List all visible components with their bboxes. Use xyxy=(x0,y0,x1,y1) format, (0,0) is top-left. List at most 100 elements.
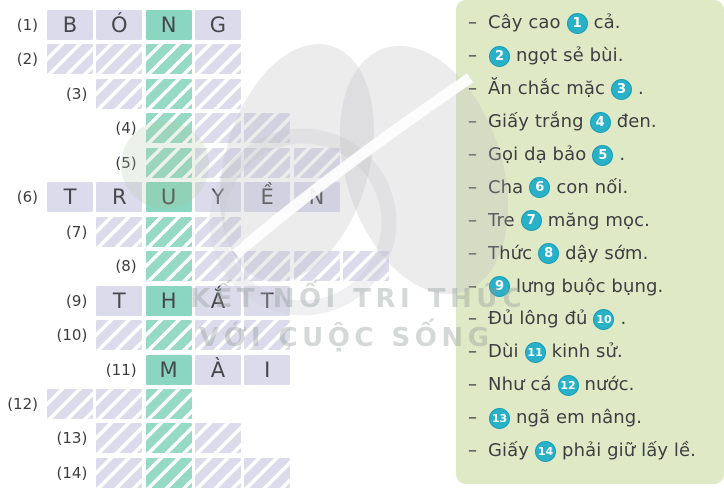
clue-text-pre: Cha xyxy=(488,176,524,198)
grid-cell[interactable] xyxy=(194,320,241,351)
row-label: (13) xyxy=(56,429,88,448)
clue-item: – Giấy 14 phải giữ lấy lề. xyxy=(456,435,724,468)
grid-cell-letter: N xyxy=(160,13,177,37)
clues-panel: – Cây cao 1 cả. –2 ngọt sẻ bùi. – Ăn chắc mặc 3.… xyxy=(456,0,724,484)
clue-number-badge: 11 xyxy=(524,341,546,363)
grid-cell[interactable] xyxy=(145,423,192,454)
clue-text-post: . xyxy=(637,78,644,100)
grid-cell[interactable] xyxy=(145,78,192,109)
grid-cell[interactable]: Ó xyxy=(96,10,143,40)
clue-item: –13 ngã em nâng. xyxy=(456,402,724,435)
grid-cell-letter: U xyxy=(160,185,177,210)
grid-cell[interactable] xyxy=(145,113,192,144)
grid-cell[interactable] xyxy=(244,113,291,144)
grid-cell[interactable]: Y xyxy=(194,182,241,213)
grid-cell[interactable] xyxy=(194,147,241,178)
clue-number-badge: 3 xyxy=(610,78,632,100)
grid-cell[interactable]: H xyxy=(145,285,192,316)
grid-cell[interactable] xyxy=(145,44,192,75)
grid-cell[interactable]: Ề xyxy=(244,182,291,213)
grid-cell[interactable] xyxy=(96,423,143,454)
grid-cell[interactable] xyxy=(96,44,143,75)
grid-cell[interactable] xyxy=(145,251,192,282)
clue-text-pre: Tre xyxy=(488,209,515,231)
grid-cell[interactable]: T xyxy=(244,285,291,316)
grid-cell-letter: À xyxy=(210,357,226,382)
grid-cell[interactable] xyxy=(145,457,192,488)
clue-dash: – xyxy=(468,374,477,396)
grid-cell[interactable]: G xyxy=(194,10,241,40)
clue-number-badge: 13 xyxy=(489,407,510,429)
clue-item: – Đủ lông đủ 10. xyxy=(456,303,724,336)
grid-cell[interactable] xyxy=(96,457,143,488)
clue-text-pre: Dùi xyxy=(488,341,519,363)
grid-cell[interactable] xyxy=(47,388,93,419)
grid-cell[interactable] xyxy=(244,147,291,178)
grid-cell[interactable] xyxy=(293,147,340,178)
grid-cell[interactable] xyxy=(194,113,241,144)
grid-cell[interactable] xyxy=(194,44,241,75)
clue-text-post: lưng buộc bụng. xyxy=(516,275,664,297)
row-label: (4) xyxy=(115,119,137,138)
clue-dash: – xyxy=(468,12,477,34)
grid-cell[interactable] xyxy=(194,423,241,454)
grid-cell[interactable] xyxy=(96,216,143,247)
grid-cell-letter: R xyxy=(112,185,127,210)
row-label: (6) xyxy=(16,188,38,207)
clue-text-post: . xyxy=(619,144,626,165)
clue-text-pre: Giấy trắng xyxy=(488,111,584,133)
grid-cell[interactable] xyxy=(96,320,143,351)
grid-cell[interactable] xyxy=(194,78,241,109)
clue-item: – Như cá 12 nước. xyxy=(456,369,724,402)
grid-cell-letter: Ó xyxy=(111,13,128,37)
grid-cell[interactable]: N xyxy=(145,10,192,40)
grid-cell[interactable] xyxy=(96,388,143,419)
grid-cell[interactable]: Ắ xyxy=(194,285,241,316)
clue-text-post: ngã em nâng. xyxy=(516,407,643,429)
clue-text-pre: Cây cao xyxy=(488,12,561,34)
row-label: (8) xyxy=(115,257,137,276)
grid-cell[interactable] xyxy=(293,251,340,282)
clue-text-pre: Giấy xyxy=(488,440,530,462)
grid-cell[interactable] xyxy=(194,457,241,488)
grid-cell[interactable] xyxy=(342,251,389,282)
grid-cell[interactable] xyxy=(145,388,192,419)
grid-cell[interactable] xyxy=(194,216,241,247)
grid-cell[interactable]: T xyxy=(96,285,143,316)
grid-cell[interactable] xyxy=(244,457,291,488)
grid-cell[interactable] xyxy=(244,251,291,282)
grid-cell[interactable] xyxy=(96,78,143,109)
grid-cell[interactable] xyxy=(145,320,192,351)
clue-dash: – xyxy=(468,341,477,363)
grid-cell[interactable]: N xyxy=(293,182,340,213)
grid-cell[interactable]: T xyxy=(47,182,93,213)
clue-item: – Cha 6 con nối. xyxy=(456,171,724,204)
grid-cell[interactable] xyxy=(194,251,241,282)
grid-cell[interactable]: I xyxy=(244,354,291,385)
row-label: (12) xyxy=(7,394,38,413)
grid-cell[interactable]: À xyxy=(194,354,241,385)
clue-number-badge: 14 xyxy=(535,440,557,462)
grid-cell[interactable] xyxy=(244,320,291,351)
clue-text-pre: Ăn chắc mặc xyxy=(488,78,605,100)
grid-cell[interactable]: U xyxy=(145,182,192,213)
grid-cell[interactable] xyxy=(145,147,192,178)
grid-cell[interactable] xyxy=(47,44,93,75)
clue-text-post: cả. xyxy=(593,12,621,34)
clue-dash: – xyxy=(468,407,477,429)
grid-cell[interactable] xyxy=(145,216,192,247)
grid-cell[interactable]: M xyxy=(145,354,192,385)
clue-number-badge: 5 xyxy=(592,144,614,166)
clue-item: –9 lưng buộc bụng. xyxy=(456,270,724,303)
grid-cell[interactable]: B xyxy=(47,10,93,40)
grid-cell-letter: I xyxy=(264,357,271,382)
grid-cell-letter: G xyxy=(209,13,227,37)
grid-cell[interactable]: R xyxy=(96,182,143,213)
clue-dash: – xyxy=(468,308,477,330)
clue-list: – Cây cao 1 cả. –2 ngọt sẻ bùi. – Ăn chắc mặc 3.… xyxy=(456,7,724,467)
row-label: (14) xyxy=(56,463,88,482)
grid-cell-letter: Ắ xyxy=(210,288,226,313)
clue-text-pre: Đủ lông đủ xyxy=(488,308,588,330)
